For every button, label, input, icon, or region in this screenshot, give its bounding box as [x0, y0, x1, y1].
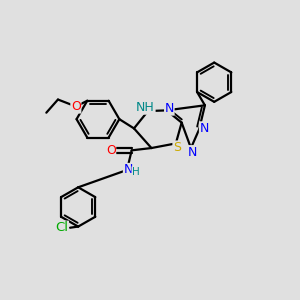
- Text: N: N: [124, 164, 133, 176]
- Text: O: O: [106, 144, 116, 157]
- Text: S: S: [173, 141, 181, 154]
- Text: H: H: [132, 167, 140, 177]
- Text: N: N: [188, 146, 197, 159]
- Text: NH: NH: [136, 101, 155, 114]
- Text: Cl: Cl: [56, 221, 68, 234]
- Text: N: N: [165, 102, 174, 115]
- Text: N: N: [200, 122, 209, 135]
- Text: O: O: [71, 100, 81, 113]
